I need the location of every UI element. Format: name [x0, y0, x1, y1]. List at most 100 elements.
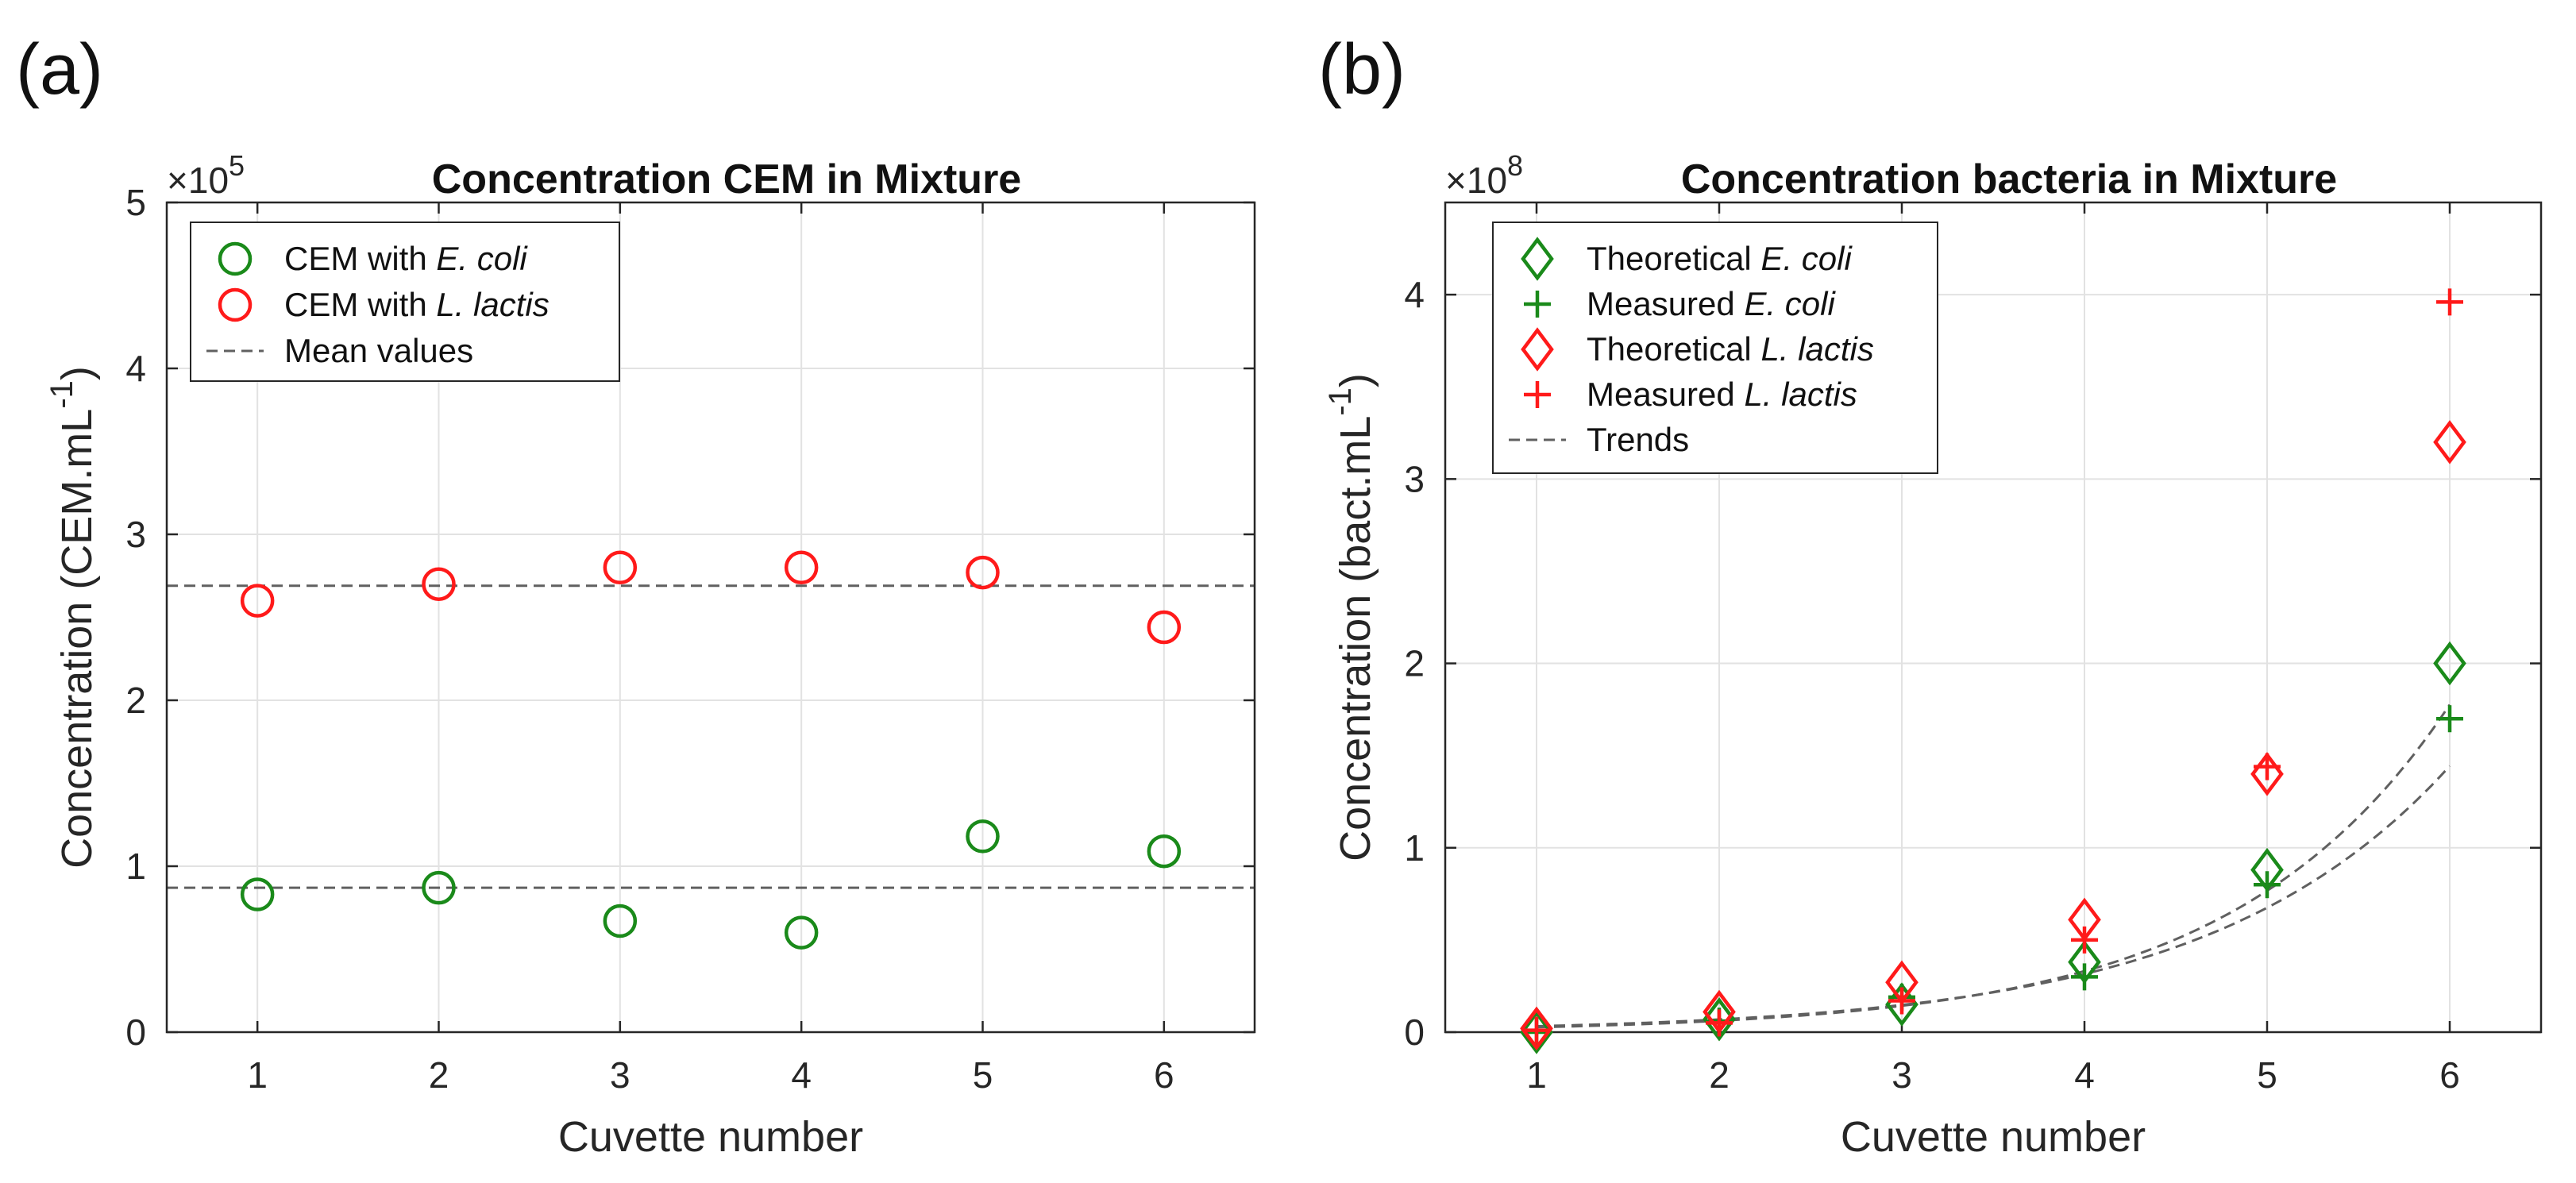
y-tick-label: 2: [125, 680, 146, 721]
y-axis-label-close: ): [1332, 373, 1379, 387]
x-tick-label: 4: [2074, 1054, 2095, 1096]
data-point: [1888, 987, 1915, 1015]
y-axis-label-sup: -1: [1323, 387, 1358, 416]
panel-label-b: (b): [1318, 30, 1406, 110]
axis-exponent: ×105: [167, 149, 245, 201]
data-point: [603, 904, 638, 938]
legend-entry-italic: E. coli: [436, 240, 528, 277]
legend-entry-text: Theoretical: [1587, 330, 1760, 368]
chart-title: Concentration CEM in Mixture: [432, 156, 1021, 202]
chart-title: Concentration bacteria in Mixture: [1681, 156, 2337, 202]
legend-marker: [218, 241, 253, 276]
exponent-power: 5: [229, 149, 245, 182]
x-tick-label: 6: [2439, 1054, 2460, 1096]
legend-entry-text: Mean values: [284, 332, 473, 369]
data-point: [1706, 1009, 1733, 1037]
data-point: [2436, 705, 2463, 733]
data-point: [2436, 288, 2463, 316]
y-tick-label: 3: [1404, 458, 1425, 499]
x-axis-label: Cuvette number: [558, 1113, 863, 1161]
legend-entry: Measured E. coli: [1587, 285, 1836, 322]
y-tick-label: 5: [125, 182, 146, 223]
data-point: [1520, 1006, 1553, 1051]
x-tick-label: 3: [610, 1054, 631, 1096]
chart-bacteria-concentration: 1 2 3 4 5 6 0 1 2 3 4 ×108 Concentration bacteria in…: [1323, 149, 2543, 1161]
legend-entry-text: Theoretical: [1587, 240, 1760, 277]
legend-entry-italic: E. coli: [1744, 285, 1836, 322]
data-point: [1523, 1016, 1550, 1044]
legend: CEM with E. coli CEM with L. lactis Mean v…: [190, 222, 620, 382]
data-point: [240, 584, 275, 618]
legend-entry: Mean values: [284, 332, 473, 369]
data-point: [603, 550, 638, 585]
legend-entry: Theoretical E. coli: [1587, 240, 1853, 277]
y-axis-label-sup: -1: [44, 380, 79, 409]
data-point: [2071, 926, 2098, 954]
data-point: [1520, 1010, 1553, 1054]
legend-entry-text: Trends: [1587, 421, 1689, 458]
trend-curve: [1536, 765, 2451, 1027]
legend-entry-text: CEM with: [284, 286, 436, 323]
legend-entry: CEM with E. coli: [284, 240, 528, 277]
x-tick-label: 1: [1526, 1054, 1547, 1096]
y-tick-label: 4: [1404, 274, 1425, 315]
x-axis-label: Cuvette number: [1841, 1113, 2146, 1161]
y-tick-label: 4: [125, 348, 146, 389]
data-point: [1147, 610, 1182, 645]
data-point: [422, 567, 456, 601]
legend-marker: [1521, 327, 1554, 372]
data-point: [2071, 963, 2098, 991]
y-tick-label: 1: [1404, 827, 1425, 869]
legend-entry: Trends: [1587, 421, 1689, 458]
data-point: [2254, 753, 2281, 780]
data-point: [784, 915, 819, 950]
legend-box: [1492, 222, 1938, 474]
x-tick-label: 5: [973, 1054, 993, 1096]
legend-marker: [1521, 237, 1554, 281]
panel-label-a: (a): [16, 30, 103, 110]
data-point: [784, 550, 819, 585]
y-tick-label: 0: [1404, 1012, 1425, 1053]
legend-entry-text: Measured: [1587, 376, 1744, 413]
data-point: [966, 555, 1000, 590]
y-axis-label-close: ): [53, 366, 101, 380]
legend-entry-italic: L. lactis: [1744, 376, 1857, 413]
x-tick-label: 2: [1709, 1054, 1730, 1096]
data-point: [2433, 420, 2466, 464]
legend-marker: [1524, 291, 1551, 318]
y-tick-label: 3: [125, 514, 146, 555]
x-tick-label: 5: [2257, 1054, 2277, 1096]
y-axis-label: Concentration (bact.mL-1): [1323, 373, 1379, 861]
x-tick-label: 1: [247, 1054, 268, 1096]
x-tick-label: 3: [1892, 1054, 1912, 1096]
legend-entry: Theoretical L. lactis: [1587, 330, 1874, 368]
exponent-base: ×10: [167, 160, 229, 201]
data-point: [240, 877, 275, 911]
data-point: [1703, 996, 1736, 1042]
legend-marker: [218, 287, 253, 322]
x-tick-label: 4: [791, 1054, 812, 1096]
data-point: [1147, 834, 1182, 869]
y-axis-label-main: Concentration (bact.mL: [1332, 416, 1379, 861]
exponent-base: ×10: [1445, 160, 1507, 201]
axes-box: [165, 201, 1256, 1034]
data-point: [2254, 871, 2281, 899]
axes-box: [1444, 201, 2543, 1034]
y-tick-label: 1: [125, 846, 146, 887]
data-point: [422, 870, 456, 905]
legend-entry: CEM with L. lactis: [284, 286, 550, 323]
y-tick-label: 0: [125, 1012, 146, 1053]
legend-box: [190, 222, 620, 382]
legend-marker: [1524, 381, 1551, 408]
legend-entry: Measured L. lactis: [1587, 376, 1857, 413]
exponent-power: 8: [1507, 149, 1523, 182]
legend-entry-text: Measured: [1587, 285, 1744, 322]
x-tick-label: 6: [1154, 1054, 1174, 1096]
x-tick-label: 2: [429, 1054, 449, 1096]
legend-entry-italic: E. coli: [1760, 240, 1853, 277]
legend-entry-italic: L. lactis: [436, 286, 549, 323]
y-tick-label: 2: [1404, 643, 1425, 684]
